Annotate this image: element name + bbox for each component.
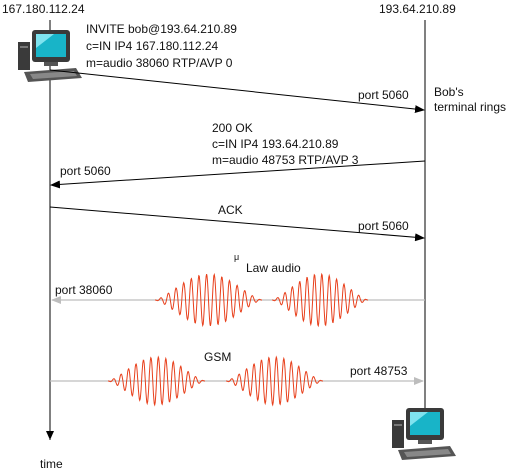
ok-arrow <box>50 160 426 189</box>
time-arrowhead <box>46 431 54 440</box>
invite-line-3: m=audio 38060 RTP/AVP 0 <box>86 56 233 70</box>
computer-icon-left <box>18 30 82 82</box>
gsm-wave-1 <box>108 355 205 407</box>
ok-line-2: c=IN IP4 193.64.210.89 <box>212 137 339 151</box>
ack-arrow <box>49 206 425 242</box>
invite-line-2: c=IN IP4 167.180.112.24 <box>86 39 219 53</box>
ok-line-3: m=audio 48753 RTP/AVP 3 <box>212 153 359 167</box>
ok-line-1: 200 OK <box>212 121 253 135</box>
law-audio-port: port 38060 <box>55 283 113 297</box>
mu-symbol: μ <box>234 252 239 262</box>
ack-label: ACK <box>218 203 243 217</box>
ring-note-line-1: Bob's <box>434 85 464 99</box>
law-audio-label: Law audio <box>246 261 301 275</box>
right-host-ip: 193.64.210.89 <box>379 2 456 16</box>
gsm-label: GSM <box>204 350 231 364</box>
left-host-ip: 167.180.112.24 <box>2 2 85 16</box>
ack-port: port 5060 <box>358 219 409 233</box>
gsm-port: port 48753 <box>350 364 408 378</box>
ok-port: port 5060 <box>60 164 111 178</box>
gsm-wave-2 <box>226 355 323 407</box>
computer-icon-right <box>392 408 456 460</box>
time-label: time <box>40 457 63 471</box>
invite-port: port 5060 <box>358 88 409 102</box>
law-audio-wave-1 <box>155 272 262 328</box>
invite-line-1: INVITE bob@193.64.210.89 <box>86 22 237 36</box>
invite-arrow <box>49 69 425 114</box>
law-audio-wave-2 <box>272 272 368 328</box>
ring-note-line-2: terminal rings <box>434 100 506 114</box>
